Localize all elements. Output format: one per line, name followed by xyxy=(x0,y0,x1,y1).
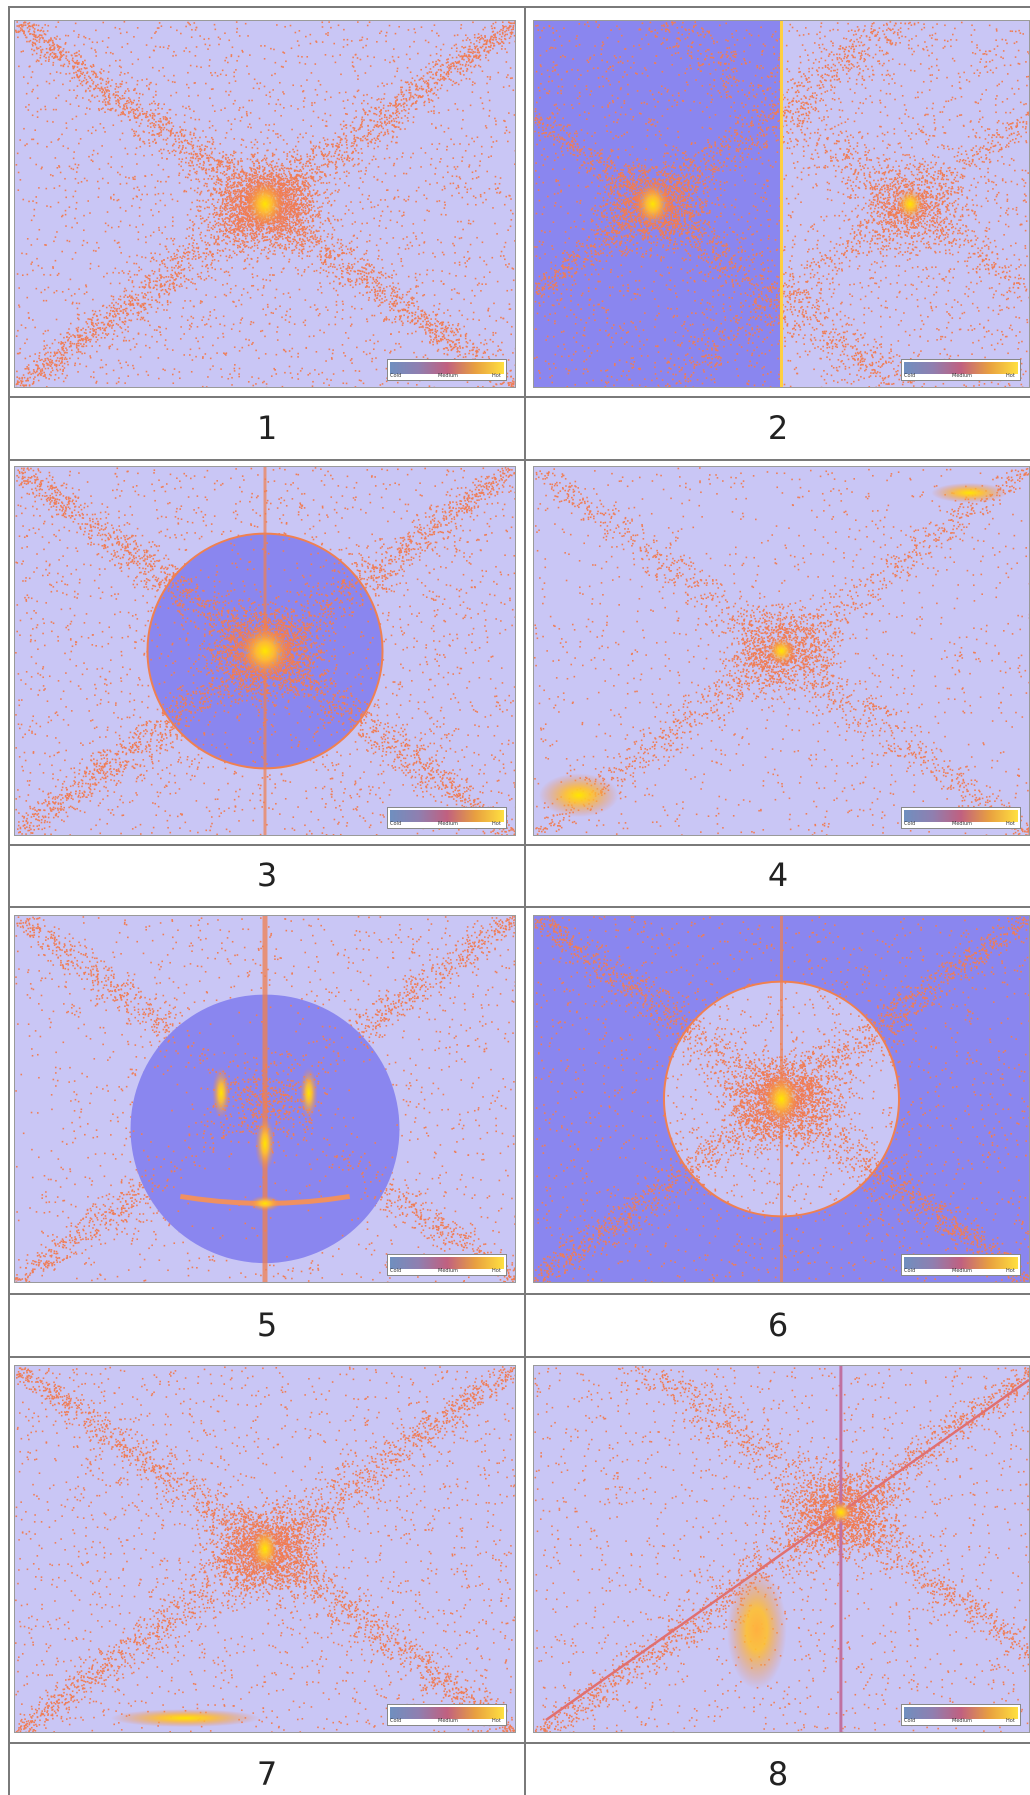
panel-label-6: 6 xyxy=(526,1309,1030,1341)
legend-label-cold: Cold xyxy=(390,1268,401,1274)
grid-divider xyxy=(8,1356,1030,1358)
legend-gradient xyxy=(390,362,504,374)
grid-divider xyxy=(8,396,1030,398)
heatmap-panel-7: Cold Medium Hot xyxy=(14,1365,516,1733)
color-legend: Cold Medium Hot xyxy=(901,359,1021,381)
legend-label-cold: Cold xyxy=(390,373,401,379)
legend-gradient xyxy=(390,1257,504,1269)
heatmap-panel-2: Cold Medium Hot xyxy=(533,20,1030,388)
grid-divider xyxy=(524,8,526,1795)
color-legend: Cold Medium Hot xyxy=(387,1704,507,1726)
panel-label-4: 4 xyxy=(526,859,1030,891)
legend-gradient xyxy=(904,1707,1018,1719)
grid-divider xyxy=(8,844,1030,846)
panel-label-8: 8 xyxy=(526,1758,1030,1790)
heatmap-panel-4: Cold Medium Hot xyxy=(533,466,1030,836)
legend-label-cold: Cold xyxy=(904,373,915,379)
panel-label-3: 3 xyxy=(10,859,524,891)
heatmap-panel-3: Cold Medium Hot xyxy=(14,466,516,836)
heatmap-panel-8: Cold Medium Hot xyxy=(533,1365,1030,1733)
legend-label-cold: Cold xyxy=(904,1268,915,1274)
heatmap-panel-5: Cold Medium Hot xyxy=(14,915,516,1283)
legend-label-hot: Hot xyxy=(492,821,501,827)
legend-label-hot: Hot xyxy=(1006,1268,1015,1274)
legend-label-cold: Cold xyxy=(904,821,915,827)
grid-divider xyxy=(8,1293,1030,1295)
legend-label-medium: Medium xyxy=(952,373,972,379)
legend-gradient xyxy=(904,810,1018,822)
panel-label-1: 1 xyxy=(10,412,524,444)
legend-label-hot: Hot xyxy=(492,1718,501,1724)
legend-label-medium: Medium xyxy=(438,1718,458,1724)
legend-gradient xyxy=(904,362,1018,374)
legend-label-cold: Cold xyxy=(390,1718,401,1724)
legend-gradient xyxy=(390,810,504,822)
color-legend: Cold Medium Hot xyxy=(387,807,507,829)
grid-divider xyxy=(8,459,1030,461)
legend-label-medium: Medium xyxy=(952,821,972,827)
legend-label-medium: Medium xyxy=(438,1268,458,1274)
legend-label-medium: Medium xyxy=(438,821,458,827)
grid-divider xyxy=(8,6,1030,8)
color-legend: Cold Medium Hot xyxy=(387,359,507,381)
grid-divider xyxy=(8,906,1030,908)
legend-label-hot: Hot xyxy=(492,1268,501,1274)
legend-label-medium: Medium xyxy=(438,373,458,379)
heatmap-panel-1: Cold Medium Hot xyxy=(14,20,516,388)
legend-label-medium: Medium xyxy=(952,1268,972,1274)
panel-label-7: 7 xyxy=(10,1758,524,1790)
legend-label-hot: Hot xyxy=(1006,821,1015,827)
color-legend: Cold Medium Hot xyxy=(901,1254,1021,1276)
panel-label-5: 5 xyxy=(10,1309,524,1341)
legend-label-hot: Hot xyxy=(492,373,501,379)
legend-label-hot: Hot xyxy=(1006,373,1015,379)
legend-label-medium: Medium xyxy=(952,1718,972,1724)
color-legend: Cold Medium Hot xyxy=(901,1704,1021,1726)
legend-label-cold: Cold xyxy=(390,821,401,827)
heatmap-panel-6: Cold Medium Hot xyxy=(533,915,1030,1283)
color-legend: Cold Medium Hot xyxy=(901,807,1021,829)
legend-label-hot: Hot xyxy=(1006,1718,1015,1724)
legend-label-cold: Cold xyxy=(904,1718,915,1724)
grid-divider xyxy=(8,8,10,1795)
color-legend: Cold Medium Hot xyxy=(387,1254,507,1276)
grid-divider xyxy=(8,1742,1030,1744)
panel-label-2: 2 xyxy=(526,412,1030,444)
legend-gradient xyxy=(390,1707,504,1719)
legend-gradient xyxy=(904,1257,1018,1269)
